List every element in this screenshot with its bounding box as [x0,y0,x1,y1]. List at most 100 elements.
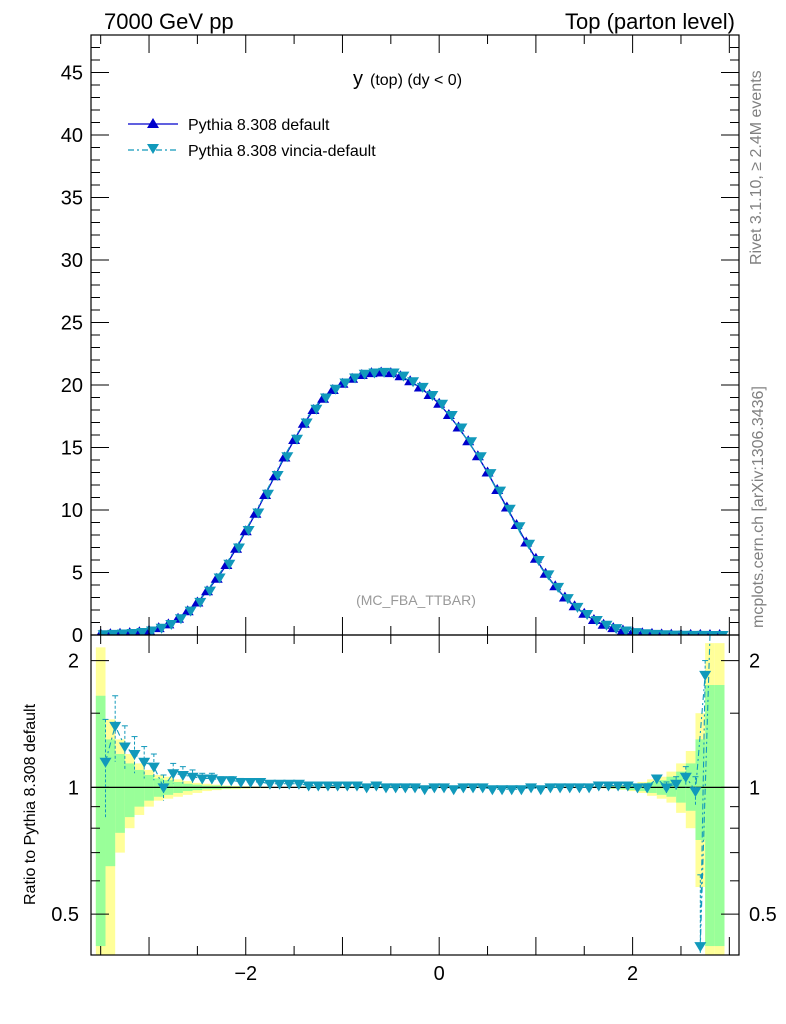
point-vincia [639,629,652,635]
ratio-point-vincia [128,750,141,761]
ratio-point-vincia [428,783,441,794]
ratio-point-vincia [457,783,470,794]
ratio-point-vincia [544,783,557,794]
point-vincia [252,508,265,519]
ratio-point-vincia [496,785,509,796]
ytick-label: 5 [72,563,83,585]
band-inner [124,763,135,818]
point-vincia [436,399,449,410]
ratio-point-vincia [612,781,625,792]
ytick-label: 0 [72,625,83,647]
ytick-label: 45 [61,63,83,85]
point-vincia [484,469,497,480]
ratio-ytick-label-right: 1 [749,777,760,799]
ratio-panel: −2 0 2 0.5 0.5 1 1 2 2 Ratio to Pythia 8.308 def… [22,634,777,985]
ratio-point-vincia [399,783,412,794]
ratio-point-vincia [176,770,189,781]
main-ticks: 0 5 10 15 20 25 30 35 40 45 [61,34,739,647]
ratio-point-vincia [263,779,276,790]
point-vincia [271,471,284,481]
ratio-point-vincia [699,670,712,681]
ratio-ytick-label-left: 2 [68,651,79,673]
ratio-point-vincia [215,776,228,787]
ratio-point-vincia [312,781,325,792]
point-vincia [320,393,333,404]
point-vincia [116,629,129,635]
legend-marker-default [147,118,159,128]
point-vincia [126,629,139,635]
ratio-point-vincia [554,783,567,794]
ratio-point-vincia [505,785,518,796]
ratio-point-vincia [409,783,421,794]
point-vincia [445,411,458,421]
point-vincia [619,626,632,635]
point-vincia [474,452,487,463]
ratio-point-vincia [670,779,683,790]
point-vincia [203,586,216,597]
legend-label-default: Pythia 8.308 default [188,117,330,134]
point-vincia [706,630,719,635]
ytick-label: 40 [61,125,83,147]
point-vincia [658,630,671,635]
ratio-point-vincia [583,783,596,794]
legend-label-vincia: Pythia 8.308 vincia-default [188,143,376,160]
point-vincia [165,620,178,630]
ratio-point-vincia [370,781,383,792]
band-inner [115,754,125,833]
point-vincia [291,434,304,445]
ratio-ytick-label-left: 0.5 [51,904,79,926]
point-vincia [542,570,555,581]
band-inner [134,769,145,807]
plot-title-main: y [353,68,363,90]
point-vincia [416,382,429,393]
band-inner [714,684,725,947]
ratio-point-vincia [525,783,538,794]
ratio-point-vincia [447,785,460,796]
point-vincia [697,630,710,635]
ratio-point-vincia [273,779,286,790]
ratio-point-vincia [563,783,576,794]
ratio-point-vincia [694,942,707,953]
header-right: Top (parton level) [565,9,735,34]
ratio-point-vincia [331,781,344,792]
point-vincia [155,623,168,634]
point-vincia [329,384,342,395]
ratio-point-vincia [389,783,402,794]
point-vincia [600,620,613,631]
point-vincia [261,489,274,500]
point-vincia [107,629,120,635]
band-inner [705,684,715,947]
point-vincia [281,452,294,463]
main-panel: 0 5 10 15 20 25 30 35 40 45 y (top) (dy < 0) (MC_… [61,34,740,647]
point-vincia [242,526,255,536]
point-vincia [465,437,478,448]
ratio-point-vincia [379,783,392,794]
point-vincia [397,371,410,382]
ratio-point-vincia [679,772,692,783]
ratio-point-vincia [650,774,663,785]
ratio-point-vincia [283,779,296,790]
ytick-label: 20 [61,375,83,397]
point-vincia [300,418,313,429]
point-vincia [581,610,594,620]
point-vincia [687,630,700,635]
ratio-point-vincia [573,783,586,794]
point-vincia [571,602,584,613]
point-vincia [223,559,236,570]
ratio-point-vincia [621,781,634,792]
mcplots-label: mcplots.cern.ch [arXiv:1306.3436] [750,386,767,628]
point-vincia [561,594,574,605]
ratio-ticks: −2 0 2 0.5 0.5 1 1 2 2 [51,635,777,985]
ratio-ytick-label-right: 2 [749,651,760,673]
ratio-point-vincia [292,779,305,790]
ratio-point-vincia [418,785,431,796]
point-vincia [184,606,197,617]
point-vincia [174,614,187,625]
point-vincia [358,369,371,380]
point-vincia [716,630,729,635]
ratio-point-vincia [118,742,131,753]
ratio-point-vincia [360,783,373,794]
point-vincia [610,624,623,635]
band-inner [695,739,706,841]
